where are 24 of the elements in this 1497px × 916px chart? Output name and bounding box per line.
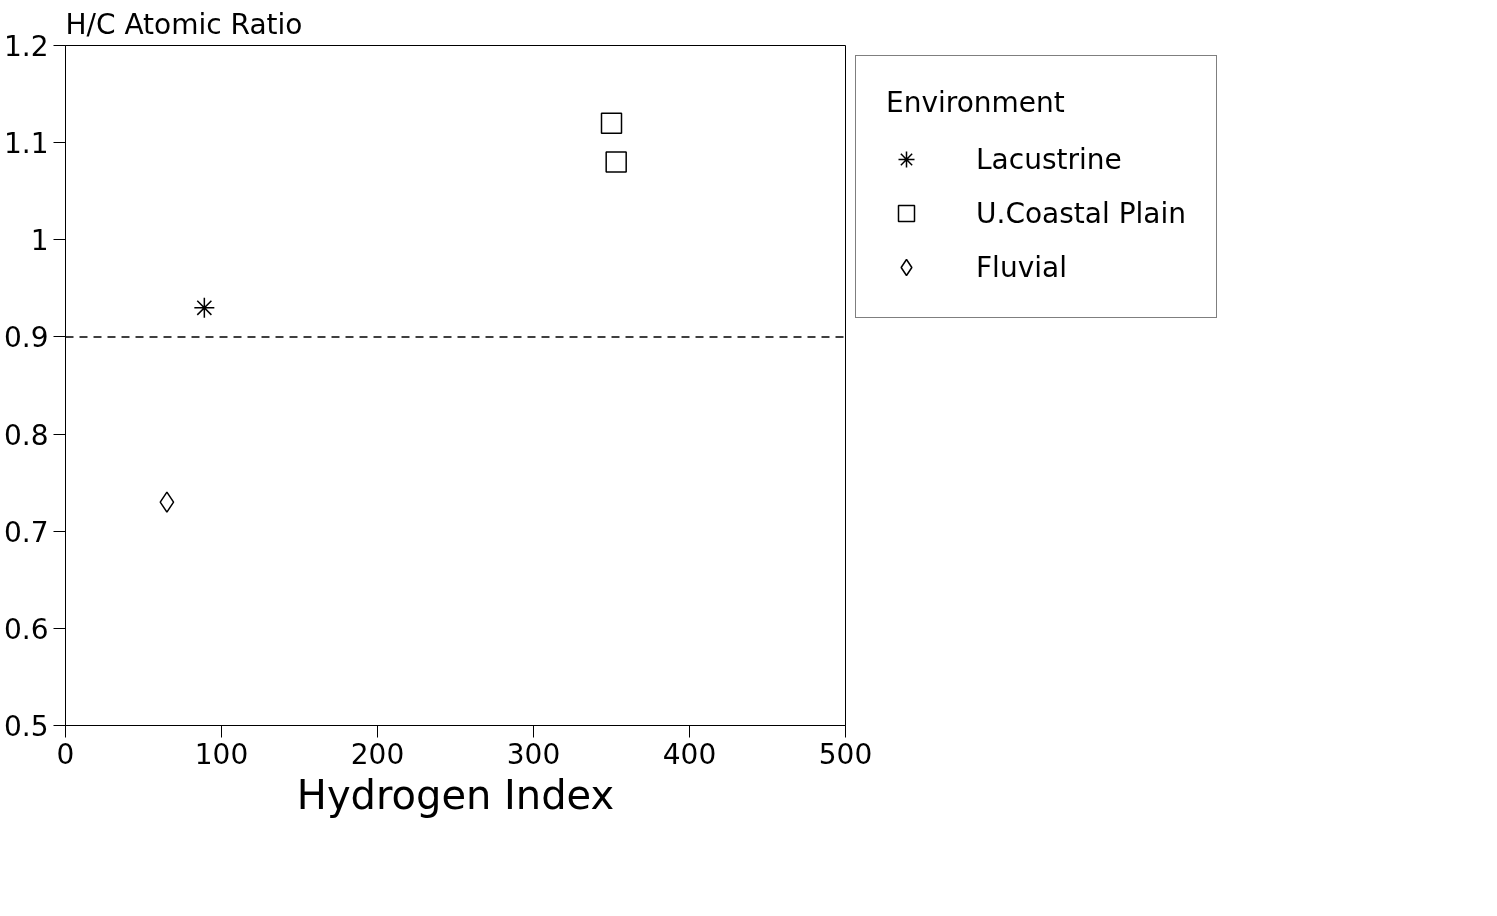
y-tick-label: 0.7 (3, 515, 49, 549)
y-tick-label: 1.1 (3, 127, 49, 161)
y-tick-label: 0.5 (3, 710, 49, 743)
legend-label: Fluvial (976, 250, 1067, 284)
x-tick-label: 200 (350, 737, 405, 771)
x-tick-label: 400 (662, 737, 717, 771)
x-tick-label: 500 (818, 737, 873, 771)
y-tick-label: 0.6 (3, 612, 49, 646)
x-tick-label: 0 (56, 737, 75, 771)
point (600, 112, 623, 134)
point (193, 297, 216, 319)
y-tick-label: 1.2 (3, 30, 49, 63)
y-tick-label: 1 (30, 224, 49, 258)
y-tick-label: 0.9 (3, 321, 49, 355)
x-axis-title: Hydrogen Index (296, 771, 615, 818)
legend-title: Environment (886, 86, 1066, 119)
y-axis-title: H/C Atomic Ratio (65, 7, 303, 41)
point (159, 491, 175, 513)
legend-label: Lacustrine (976, 142, 1122, 176)
point (605, 151, 627, 173)
x-tick-label: 100 (194, 737, 249, 771)
y-tick-label: 0.8 (3, 418, 49, 452)
legend-label: U.Coastal Plain (976, 196, 1186, 230)
x-tick-label: 300 (506, 737, 561, 771)
